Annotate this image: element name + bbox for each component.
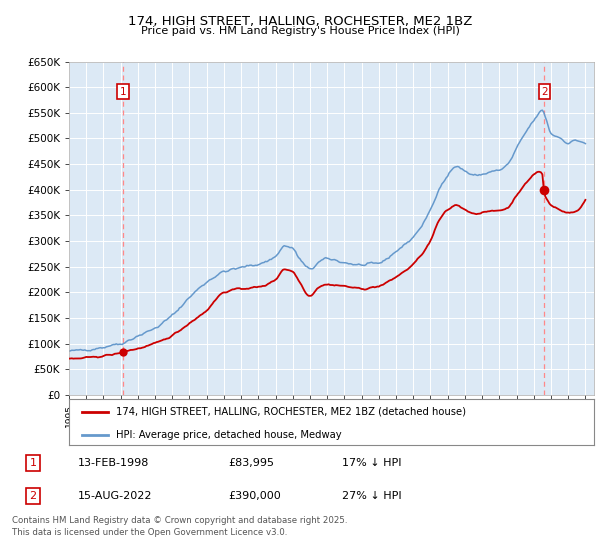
Text: £390,000: £390,000 [228,491,281,501]
Text: 1: 1 [119,87,126,96]
Text: 1: 1 [29,458,37,468]
Text: HPI: Average price, detached house, Medway: HPI: Average price, detached house, Medw… [116,430,342,440]
Text: 2: 2 [29,491,37,501]
Text: 27% ↓ HPI: 27% ↓ HPI [342,491,401,501]
Text: £83,995: £83,995 [228,458,274,468]
Text: Price paid vs. HM Land Registry's House Price Index (HPI): Price paid vs. HM Land Registry's House … [140,26,460,36]
Text: 17% ↓ HPI: 17% ↓ HPI [342,458,401,468]
Text: Contains HM Land Registry data © Crown copyright and database right 2025.
This d: Contains HM Land Registry data © Crown c… [12,516,347,537]
Text: 174, HIGH STREET, HALLING, ROCHESTER, ME2 1BZ (detached house): 174, HIGH STREET, HALLING, ROCHESTER, ME… [116,407,466,417]
Text: 174, HIGH STREET, HALLING, ROCHESTER, ME2 1BZ: 174, HIGH STREET, HALLING, ROCHESTER, ME… [128,15,472,27]
Text: 13-FEB-1998: 13-FEB-1998 [78,458,149,468]
Text: 15-AUG-2022: 15-AUG-2022 [78,491,152,501]
Text: 2: 2 [541,87,548,96]
